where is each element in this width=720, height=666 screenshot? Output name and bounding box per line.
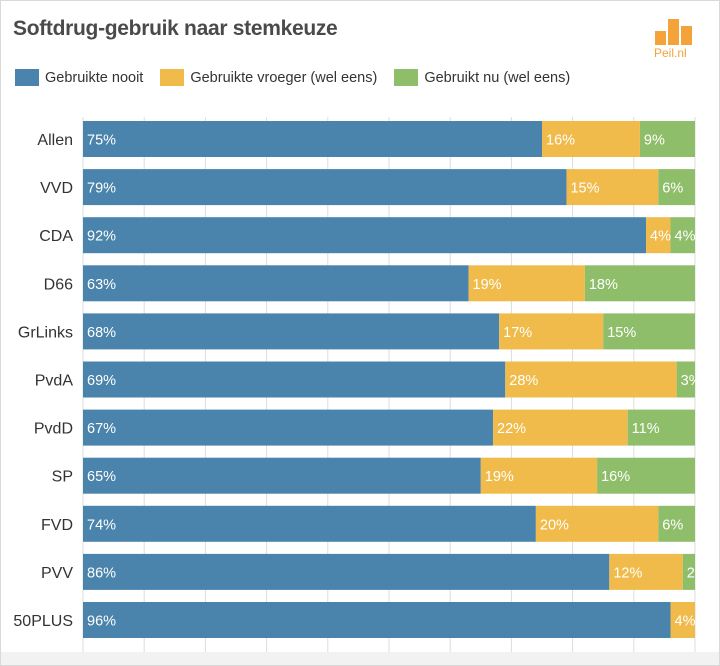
data-label-nu: 9% [644, 133, 665, 149]
category-label: FVD [41, 517, 73, 534]
logo-bars-icon [655, 19, 695, 45]
bar-segment-nu [584, 265, 695, 302]
bar-segment-nooit [83, 169, 567, 206]
bar-segment-nu [676, 361, 695, 398]
data-label-nooit: 86% [87, 565, 116, 581]
category-label: D66 [44, 276, 73, 293]
bar-segment-nooit [83, 121, 542, 157]
bottom-strip [1, 652, 719, 665]
bar-segment-nooit [83, 265, 469, 302]
bar-segment-nu [670, 217, 695, 254]
category-label: GrLinks [18, 324, 73, 341]
data-label-nu: 4% [675, 229, 696, 245]
bar-segment-vroeger [468, 265, 585, 302]
category-label: 50PLUS [13, 613, 73, 630]
legend-label-nooit: Gebruikte nooit [45, 69, 144, 86]
legend-label-vroeger: Gebruikte vroeger (wel eens) [190, 69, 378, 86]
bar-segment-nooit [83, 313, 500, 350]
data-label-vroeger: 15% [570, 181, 599, 197]
data-label-nu: 6% [662, 517, 683, 533]
bar-segment-nooit [83, 457, 481, 494]
data-label-nooit: 68% [87, 325, 116, 341]
bar-segment-vroeger [566, 169, 659, 206]
legend-label-nu: Gebruikt nu (wel eens) [424, 69, 571, 86]
bar-segment-nu [597, 457, 695, 494]
bar-segment-nooit [83, 409, 494, 446]
data-label-nooit: 79% [87, 181, 116, 197]
bar-segment-nu [627, 409, 695, 446]
bar-segment-nooit [83, 217, 647, 254]
bar-segment-vroeger [505, 361, 677, 398]
data-label-nooit: 69% [87, 373, 116, 389]
bar-segment-vroeger [535, 505, 659, 542]
category-label: PvdD [34, 421, 73, 438]
chart-title: Softdrug-gebruik naar stemkeuze [13, 17, 338, 40]
legend: Gebruikte nooit Gebruikte vroeger (wel e… [15, 69, 587, 86]
data-label-vroeger: 19% [473, 277, 502, 293]
category-label: PvdA [35, 373, 74, 390]
category-label: CDA [39, 228, 73, 245]
data-label-nooit: 67% [87, 421, 116, 437]
data-label-nu: 2% [687, 565, 708, 581]
data-label-vroeger: 22% [497, 421, 526, 437]
bar-segment-vroeger [670, 602, 695, 638]
data-label-vroeger: 17% [503, 325, 532, 341]
legend-item-vroeger: Gebruikte vroeger (wel eens) [160, 69, 377, 86]
data-label-vroeger: 4% [650, 229, 671, 245]
data-label-nooit: 96% [87, 614, 116, 630]
data-label-nooit: 74% [87, 517, 116, 533]
data-label-nooit: 92% [87, 229, 116, 245]
data-label-vroeger: 19% [485, 469, 514, 485]
bar-segment-vroeger [493, 409, 628, 446]
data-label-nu: 6% [662, 181, 683, 197]
bar-segment-nu [682, 553, 695, 590]
bar-segment-nooit [83, 553, 610, 590]
bar-segment-nu [658, 169, 695, 206]
data-label-vroeger: 28% [509, 373, 538, 389]
bar-segment-vroeger [646, 217, 671, 254]
logo-text: Peil.nl [654, 46, 687, 60]
data-label-nooit: 65% [87, 469, 116, 485]
bar-segment-nu [639, 121, 695, 157]
bar-segment-vroeger [480, 457, 598, 494]
data-label-nooit: 75% [87, 133, 116, 149]
category-label: PVV [41, 565, 73, 582]
bar-segment-vroeger [609, 553, 683, 590]
category-label: Allen [37, 132, 73, 149]
legend-swatch-vroeger [160, 69, 185, 86]
data-label-vroeger: 12% [613, 565, 642, 581]
bar-segment-nu [603, 313, 695, 350]
bar-segment-nooit [83, 361, 506, 398]
category-label: VVD [40, 180, 73, 197]
legend-swatch-nu [394, 69, 419, 86]
bar-segment-nooit [83, 505, 536, 542]
bar-segment-nooit [83, 602, 671, 638]
data-label-nu: 11% [632, 421, 660, 437]
data-label-vroeger: 4% [675, 614, 696, 630]
data-label-nu: 0% [699, 614, 719, 630]
bar-segment-vroeger [542, 121, 640, 157]
data-label-nu: 16% [601, 469, 630, 485]
legend-item-nooit: Gebruikte nooit [15, 69, 143, 86]
data-label-nu: 18% [589, 277, 618, 293]
data-label-vroeger: 16% [546, 133, 575, 149]
category-label: SP [52, 469, 73, 486]
data-label-nu: 15% [607, 325, 636, 341]
data-label-nooit: 63% [87, 277, 116, 293]
data-label-nu: 3% [681, 373, 702, 389]
bar-segment-nu [658, 505, 695, 542]
data-label-vroeger: 20% [540, 517, 569, 533]
bar-segment-vroeger [499, 313, 604, 350]
peil-logo: Peil.nl [651, 19, 699, 63]
legend-swatch-nooit [15, 69, 39, 86]
legend-item-nu: Gebruikt nu (wel eens) [394, 69, 570, 86]
